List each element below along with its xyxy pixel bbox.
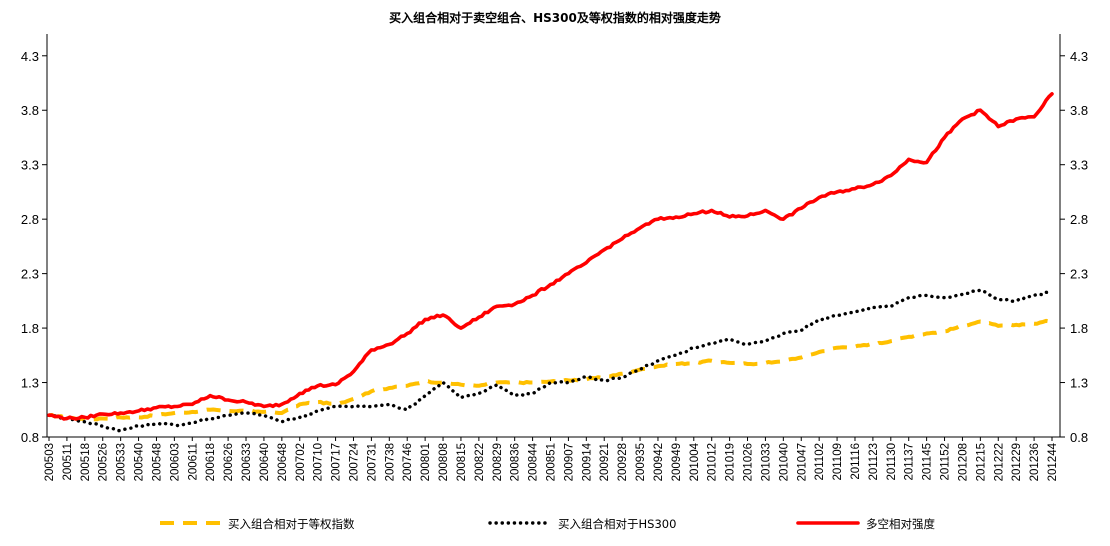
x-tick-label: 200836	[510, 443, 522, 481]
x-tick-label: 200611	[187, 443, 199, 481]
x-tick-label: 200844	[528, 442, 540, 481]
y-tick-label-right: 4.3	[1070, 49, 1088, 64]
x-tick-label: 200942	[653, 443, 665, 481]
axes: 0.8 1.3 1.8 2.3 2.8 3.3 3.8 4.3 0.8 1.3 1.8 2.3 2.8 3…	[21, 34, 1088, 481]
x-tick-label: 200746	[402, 443, 414, 481]
x-tick-label: 200724	[348, 442, 360, 481]
x-tick-label: 200914	[581, 442, 593, 481]
x-tick-label: 200815	[456, 443, 468, 481]
x-tick-label: 200511	[62, 443, 74, 481]
y-tick-label-left: 2.3	[21, 267, 39, 282]
x-tick-label: 200731	[366, 443, 378, 481]
series-line-1	[48, 318, 1053, 422]
x-tick-label: 201116	[850, 443, 862, 480]
series-line-3	[47, 92, 1054, 421]
y-tick-label-left: 2.8	[21, 212, 39, 227]
x-tick-label: 201047	[796, 443, 808, 481]
x-tick-label: 201152	[940, 443, 952, 481]
x-tick-label: 200618	[205, 443, 217, 481]
x-tick-label: 200603	[169, 443, 181, 481]
y-tick-label-left: 0.8	[21, 430, 39, 445]
x-tick-label: 200928	[617, 443, 629, 481]
x-tick-label: 200738	[384, 443, 396, 481]
y-tick-label-right: 3.3	[1070, 158, 1088, 173]
x-tick-label: 200540	[134, 443, 146, 481]
y-tick-label-right: 1.3	[1070, 376, 1088, 391]
x-tick-label: 200808	[438, 443, 450, 481]
x-tick-label: 201123	[868, 443, 880, 481]
x-tick-label: 201215	[975, 443, 987, 481]
series-line-2	[47, 288, 1054, 433]
x-tick-label: 200648	[277, 443, 289, 481]
x-tick-label: 200949	[671, 443, 683, 481]
x-tick-label: 201222	[993, 443, 1005, 481]
legend-label-1: 买入组合相对于等权指数	[228, 517, 355, 531]
y-tick-label-right: 2.3	[1070, 267, 1088, 282]
series-group	[47, 92, 1054, 433]
x-tick-label: 200710	[313, 443, 325, 481]
y-tick-label-right: 3.8	[1070, 103, 1088, 118]
x-tick-label: 201040	[778, 443, 790, 481]
x-tick-label: 200935	[635, 443, 647, 481]
y-tick-label-left: 1.3	[21, 376, 39, 391]
x-tick-label: 200548	[151, 443, 163, 481]
x-tick-label: 200640	[259, 443, 271, 481]
x-tick-label: 200907	[563, 443, 575, 481]
x-tick-label: 201019	[725, 443, 737, 481]
y-tick-label-right: 2.8	[1070, 212, 1088, 227]
x-tick-label: 200503	[44, 443, 56, 481]
x-tick-label: 200626	[223, 443, 235, 481]
x-tick-label: 201012	[707, 443, 719, 481]
x-tick-label: 201109	[832, 443, 844, 481]
y-tick-label-right: 0.8	[1070, 430, 1088, 445]
x-tick-label: 201236	[1029, 443, 1041, 481]
x-tick-label: 201033	[760, 443, 772, 481]
x-tick-label: 200717	[331, 443, 343, 481]
x-tick-label: 200518	[80, 443, 92, 481]
x-tick-label: 200526	[98, 443, 110, 481]
y-tick-label-left: 4.3	[21, 49, 39, 64]
legend-label-2: 买入组合相对于HS300	[558, 517, 676, 531]
x-tick-label: 201208	[957, 443, 969, 481]
y-tick-label-left: 1.8	[21, 321, 39, 336]
x-tick-label: 200851	[546, 443, 558, 481]
x-tick-label: 200533	[116, 443, 128, 481]
legend-label-3: 多空相对强度	[866, 517, 935, 531]
x-tick-label: 200921	[599, 443, 611, 481]
x-tick-label: 200801	[420, 443, 432, 481]
y-tick-label-right: 1.8	[1070, 321, 1088, 336]
x-tick-label: 201102	[814, 443, 826, 481]
y-tick-label-left: 3.3	[21, 158, 39, 173]
x-tick-label: 201145	[922, 443, 934, 481]
legend: 买入组合相对于等权指数 买入组合相对于HS300 多空相对强度	[160, 517, 935, 531]
x-tick-label: 200633	[241, 443, 253, 481]
x-tick-label: 200822	[474, 443, 486, 481]
x-tick-label: 200829	[492, 443, 504, 481]
chart-title: 买入组合相对于卖空组合、HS300及等权指数的相对强度走势	[389, 10, 721, 25]
x-tick-label: 201137	[904, 443, 916, 481]
x-tick-label: 201229	[1011, 443, 1023, 481]
y-tick-label-left: 3.8	[21, 103, 39, 118]
x-tick-label: 201026	[743, 443, 755, 481]
x-tick-label: 201130	[886, 443, 898, 481]
x-tick-label: 200702	[295, 443, 307, 481]
x-tick-label: 201244	[1047, 442, 1059, 481]
x-tick-label: 201004	[689, 442, 701, 481]
